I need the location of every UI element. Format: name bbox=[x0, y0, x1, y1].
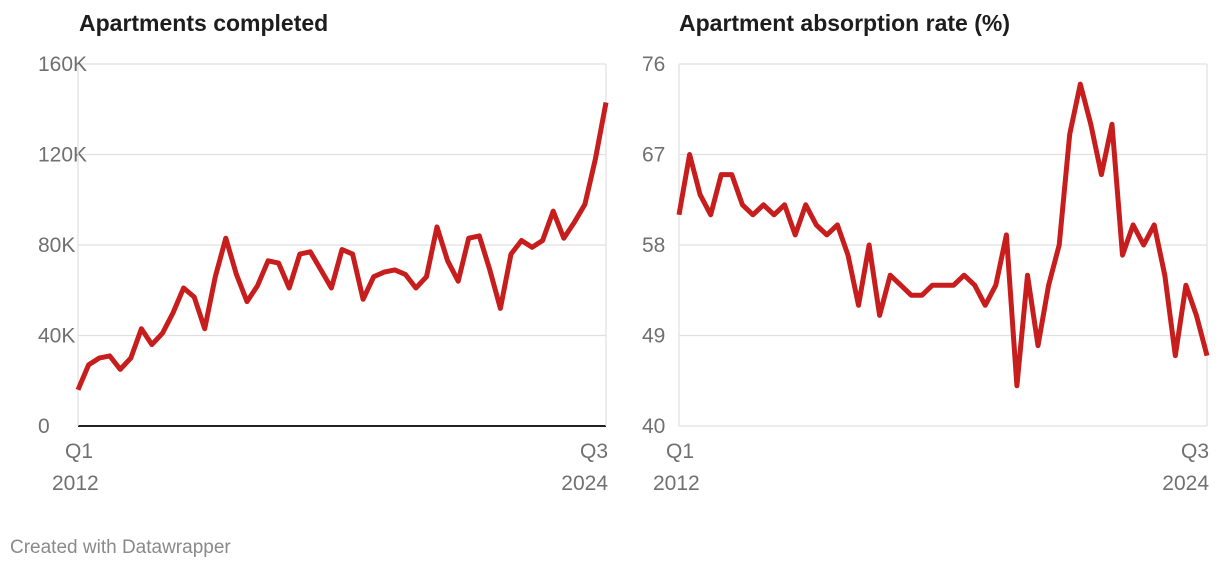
chart-absorption-rate: Apartment absorption rate (%) 40 49 58 67 76… bbox=[620, 0, 1220, 520]
x-tick-label: Q3 bbox=[580, 440, 608, 463]
x-tick-label: 2012 bbox=[52, 472, 99, 495]
y-tick-label: 40K bbox=[38, 325, 75, 348]
y-tick-label: 49 bbox=[642, 325, 665, 348]
credit-text: Created with Datawrapper bbox=[10, 537, 231, 558]
x-tick-label: Q1 bbox=[666, 440, 694, 463]
line-chart: 40 49 58 67 76 Q1 2012 Q3 2024 bbox=[642, 53, 1210, 495]
y-tick-label: 76 bbox=[642, 53, 665, 76]
y-tick-label: 40 bbox=[642, 415, 665, 438]
y-tick-label: 80K bbox=[38, 234, 75, 257]
chart-title: Apartments completed bbox=[79, 10, 329, 36]
x-tick-label: Q1 bbox=[65, 440, 93, 463]
x-tick-label: 2024 bbox=[561, 472, 608, 495]
x-tick-label: 2012 bbox=[653, 472, 700, 495]
line-chart: 0 40K 80K 120K 160K Q1 2012 Q3 2024 bbox=[38, 53, 609, 495]
x-tick-label: 2024 bbox=[1162, 472, 1209, 495]
y-tick-label: 58 bbox=[642, 234, 665, 257]
chart-apartments-completed: Apartments completed 0 40K 80K 120K 160K Q1 20… bbox=[0, 0, 620, 520]
y-tick-label: 67 bbox=[642, 144, 665, 167]
chart-title: Apartment absorption rate (%) bbox=[679, 10, 1010, 36]
y-tick-label: 160K bbox=[38, 53, 87, 76]
y-tick-label: 120K bbox=[38, 144, 87, 167]
x-tick-label: Q3 bbox=[1181, 440, 1209, 463]
series-line bbox=[676, 81, 1210, 389]
series-line bbox=[75, 102, 609, 391]
y-tick-label: 0 bbox=[38, 415, 50, 438]
